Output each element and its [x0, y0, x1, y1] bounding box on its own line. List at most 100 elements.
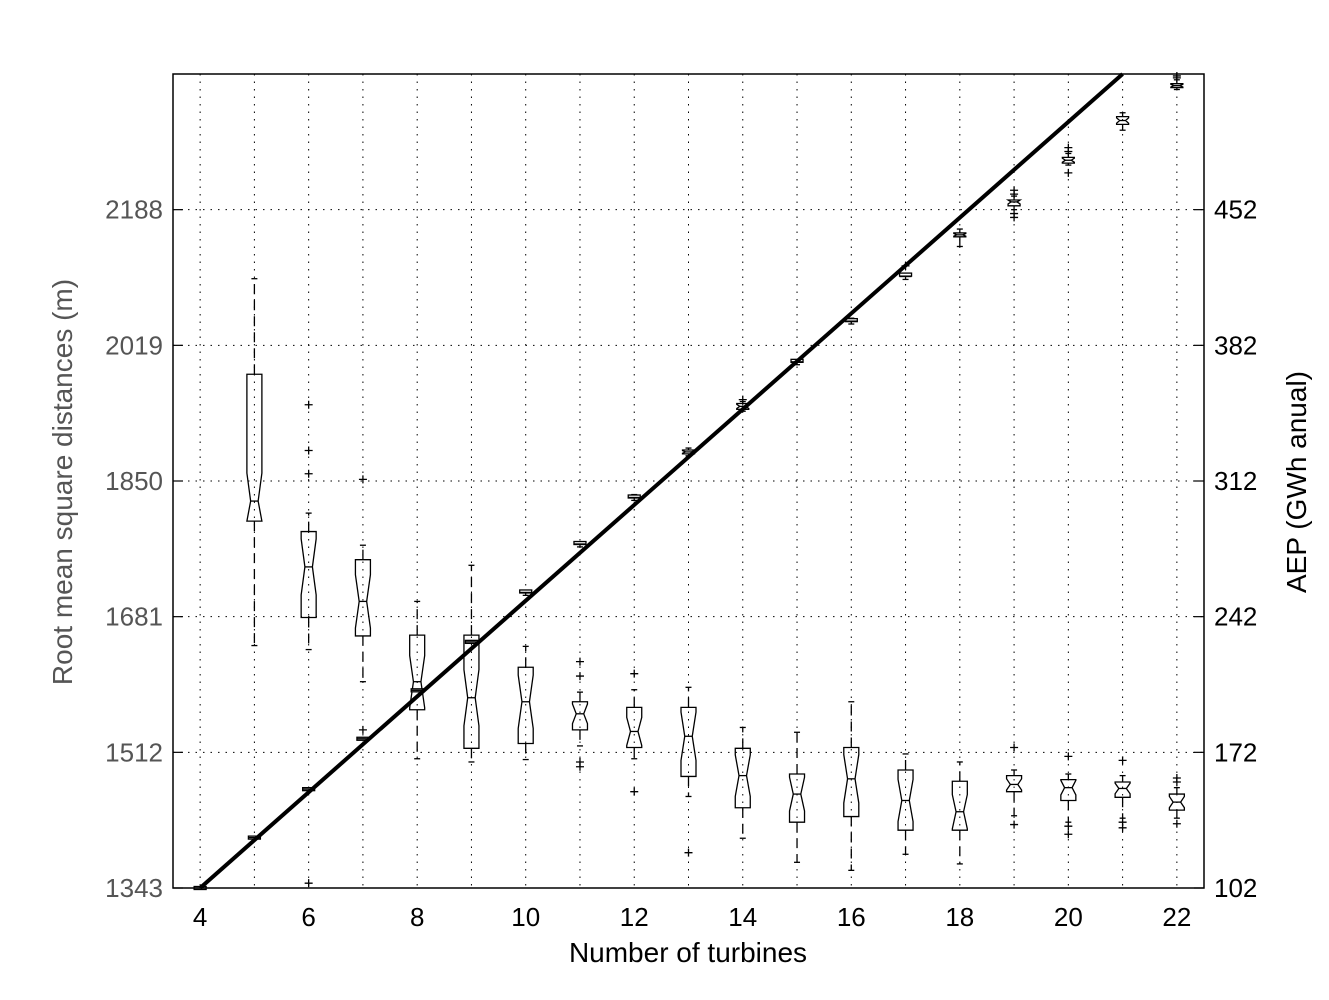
outlier-marker: [1064, 143, 1073, 152]
outlier-marker: [684, 848, 693, 857]
box-body: [354, 559, 372, 637]
trend-line: [198, 72, 1124, 890]
box-body: [1170, 83, 1184, 89]
x-axis-label: Number of turbines: [569, 937, 807, 968]
distance-box: [1060, 752, 1077, 839]
x-tick-label: 18: [945, 902, 974, 932]
box-body: [898, 272, 913, 277]
right-y-tick-labels: 102 172 242 312 382 452: [1214, 195, 1257, 903]
outlier-marker: [575, 672, 584, 681]
distance-box: [354, 475, 372, 734]
box-body: [626, 706, 643, 749]
x-tick-label: 22: [1162, 902, 1191, 932]
distance-box: [680, 686, 697, 857]
outlier-marker: [358, 725, 367, 734]
distance-box: [463, 564, 480, 763]
outlier-marker: [304, 879, 313, 888]
outlier-marker: [1010, 186, 1019, 195]
left-y-tick-labels: 1343 1512 1681 1850 2019 2188: [105, 195, 163, 903]
aep-box: [1115, 112, 1130, 131]
x-tick-label: 14: [728, 902, 757, 932]
outlier-marker: [1172, 71, 1181, 80]
outlier-marker: [304, 400, 313, 409]
box-body: [1005, 199, 1023, 207]
distance-box: [409, 600, 426, 760]
outlier-marker: [1064, 752, 1073, 761]
left-y-tick-label: 1681: [105, 602, 163, 632]
left-y-tick-label: 1343: [105, 873, 163, 903]
left-y-axis-label: Root mean square distances (m): [47, 279, 78, 685]
x-tick-label: 12: [620, 902, 649, 932]
box-body: [571, 701, 589, 731]
distance-boxes: [246, 278, 1186, 888]
outlier-marker: [1118, 818, 1127, 827]
distance-box: [517, 645, 534, 761]
left-y-tick-label: 1512: [105, 737, 163, 767]
aep-box: [1061, 143, 1075, 177]
grid: [173, 74, 1204, 889]
box-body: [734, 747, 751, 809]
x-tick-label: 16: [837, 902, 866, 932]
trend-line-group: [198, 72, 1124, 890]
aep-box: [519, 589, 533, 596]
distance-box: [1005, 743, 1023, 829]
box-body: [1168, 793, 1186, 811]
box-body: [680, 706, 697, 778]
left-y-tick-label: 2019: [105, 330, 163, 360]
outlier-marker: [630, 669, 639, 678]
outlier-marker: [1064, 830, 1073, 839]
distance-box: [843, 701, 860, 871]
right-y-tick-label: 452: [1214, 195, 1257, 225]
box-body: [951, 780, 968, 831]
outlier-marker: [304, 446, 313, 455]
distance-box: [1168, 774, 1186, 828]
box-body: [463, 634, 480, 749]
aep-box: [573, 540, 587, 548]
x-tick-label: 4: [193, 902, 207, 932]
outlier-marker: [1064, 822, 1073, 831]
box-body: [300, 530, 317, 619]
box-body: [897, 769, 914, 831]
outlier-marker: [1064, 168, 1073, 177]
distance-box: [626, 669, 643, 796]
aep-box: [953, 228, 967, 248]
outlier-marker: [738, 395, 747, 404]
x-tick-label: 6: [301, 902, 315, 932]
distance-box: [734, 726, 751, 839]
outlier-marker: [1172, 819, 1181, 828]
right-y-tick-label: 312: [1214, 466, 1257, 496]
right-y-axis-label: AEP (GWh anual): [1281, 371, 1312, 593]
box-body: [517, 666, 534, 745]
outlier-marker: [1010, 820, 1019, 829]
box-body: [1114, 781, 1131, 798]
aep-box: [1005, 186, 1023, 222]
right-y-tick-label: 172: [1214, 737, 1257, 767]
right-y-tick-label: 382: [1214, 330, 1257, 360]
box-body: [953, 232, 967, 238]
distance-box: [951, 761, 968, 865]
right-y-tick-label: 242: [1214, 602, 1257, 632]
x-tick-label: 20: [1054, 902, 1083, 932]
left-y-tick-label: 2188: [105, 195, 163, 225]
outlier-marker: [1118, 756, 1127, 765]
outlier-marker: [575, 757, 584, 766]
box-body: [1115, 115, 1130, 126]
outlier-marker: [1010, 209, 1019, 218]
box-body: [843, 746, 860, 818]
distance-box: [1114, 756, 1131, 832]
outlier-marker: [358, 475, 367, 484]
left-y-tick-label: 1850: [105, 466, 163, 496]
x-tick-labels: 4 6 8 10 12 14 16 18 20 22: [193, 902, 1191, 932]
box-body: [246, 373, 263, 522]
box-body: [409, 634, 426, 711]
box-body: [1060, 778, 1077, 802]
aep-box: [1170, 71, 1184, 91]
outlier-marker: [630, 787, 639, 796]
box-body: [788, 773, 806, 823]
outlier-marker: [1010, 743, 1019, 752]
distance-box: [246, 278, 263, 647]
distance-box: [788, 731, 806, 863]
distance-box: [300, 400, 317, 888]
x-tick-label: 10: [511, 902, 540, 932]
